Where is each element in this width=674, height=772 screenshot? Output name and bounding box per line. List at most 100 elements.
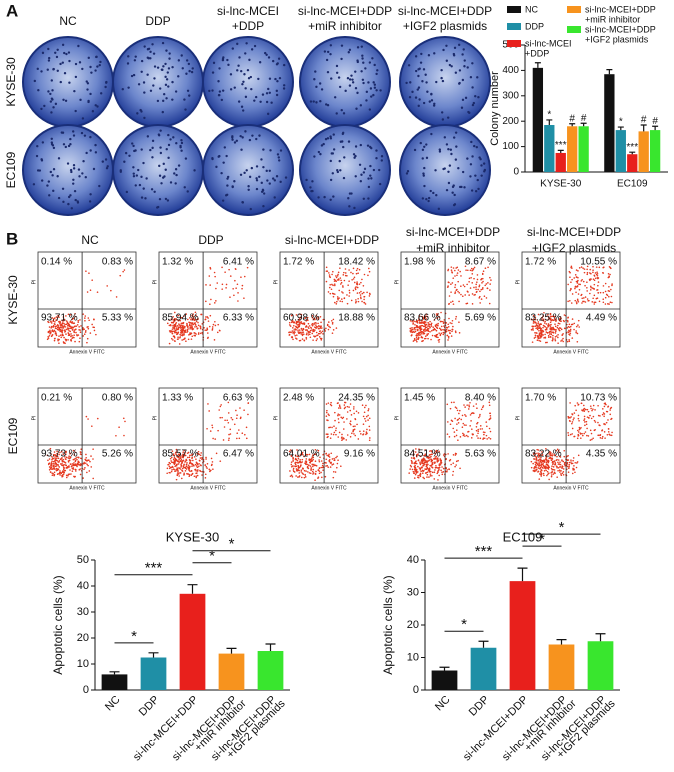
- event-dot: [337, 297, 339, 300]
- event-dot: [448, 302, 450, 305]
- event-dot: [581, 432, 583, 435]
- colony-dot: [342, 112, 346, 115]
- event-dot: [69, 313, 72, 316]
- colony-dot: [83, 134, 87, 137]
- event-dot: [192, 323, 195, 326]
- colony-dot: [99, 60, 102, 64]
- colony-dot: [448, 63, 452, 67]
- colony-dot: [158, 164, 161, 168]
- colony-dot: [144, 197, 147, 200]
- event-dot: [556, 466, 558, 469]
- axis-label: PI: [394, 280, 400, 285]
- colony-dot: [127, 86, 130, 89]
- event-dot: [308, 464, 310, 467]
- colony-dot: [211, 157, 214, 161]
- event-dot: [593, 301, 596, 304]
- colony-dot: [49, 100, 53, 103]
- event-dot: [296, 334, 298, 336]
- colony-dot: [156, 99, 160, 103]
- event-dot: [346, 294, 348, 296]
- colony-dot: [127, 55, 130, 58]
- colony-dot: [380, 155, 384, 158]
- event-dot: [192, 459, 194, 462]
- event-dot: [63, 322, 65, 325]
- event-dot: [486, 287, 489, 290]
- event-dot: [579, 427, 581, 430]
- colony-dot: [424, 73, 427, 76]
- event-dot: [208, 325, 211, 328]
- event-dot: [213, 302, 216, 304]
- event-dot: [450, 291, 452, 293]
- event-dot: [489, 417, 492, 419]
- event-dot: [167, 463, 169, 466]
- event-dot: [576, 282, 579, 284]
- event-dot: [57, 472, 59, 475]
- event-dot: [334, 411, 336, 414]
- event-dot: [410, 457, 413, 459]
- bar: [532, 67, 544, 172]
- colony-dot: [180, 141, 184, 145]
- quadrant-value: 64.01 %: [283, 449, 320, 460]
- event-dot: [82, 462, 85, 465]
- colony-dot: [40, 70, 43, 73]
- event-dot: [185, 465, 188, 468]
- event-dot: [481, 406, 484, 409]
- event-dot: [335, 429, 337, 432]
- event-dot: [452, 325, 454, 328]
- event-dot: [288, 324, 291, 326]
- event-dot: [69, 325, 72, 328]
- colony-dot: [50, 111, 53, 114]
- colony-dot: [274, 77, 277, 81]
- event-dot: [182, 459, 185, 462]
- event-dot: [183, 333, 185, 336]
- event-dot: [540, 330, 543, 333]
- event-dot: [57, 339, 59, 342]
- event-dot: [472, 405, 475, 407]
- event-dot: [554, 325, 557, 328]
- colony-dot: [411, 90, 414, 94]
- axis-label: Annexin V FITC: [311, 485, 347, 491]
- event-dot: [449, 322, 452, 324]
- event-dot: [568, 270, 571, 273]
- column-label: si-lnc-MCEI+DDP: [285, 233, 379, 247]
- event-dot: [340, 465, 342, 468]
- event-dot: [367, 274, 369, 277]
- colony-dot: [361, 78, 365, 82]
- event-dot: [556, 448, 559, 451]
- colony-dot: [273, 196, 276, 199]
- event-dot: [333, 278, 336, 281]
- event-dot: [575, 291, 577, 294]
- colony-dot: [271, 177, 275, 180]
- event-dot: [448, 317, 450, 320]
- event-dot: [183, 453, 186, 456]
- event-dot: [199, 454, 202, 457]
- event-dot: [82, 313, 85, 315]
- event-dot: [454, 454, 457, 456]
- colony-dot: [451, 191, 454, 194]
- event-dot: [465, 269, 467, 271]
- event-dot: [178, 461, 180, 464]
- event-dot: [311, 314, 314, 317]
- event-dot: [208, 468, 211, 471]
- colony-dot: [104, 85, 107, 89]
- colony-dot: [356, 46, 360, 49]
- event-dot: [607, 419, 609, 421]
- event-dot: [470, 276, 472, 279]
- event-dot: [70, 465, 73, 468]
- event-dot: [557, 342, 559, 344]
- event-dot: [547, 323, 550, 325]
- event-dot: [316, 338, 319, 340]
- colony-dot: [164, 75, 167, 79]
- event-dot: [215, 287, 217, 290]
- event-dot: [443, 325, 445, 327]
- event-dot: [91, 425, 93, 427]
- event-dot: [448, 295, 451, 297]
- event-dot: [437, 339, 440, 341]
- event-dot: [537, 452, 539, 454]
- event-dot: [195, 320, 198, 323]
- event-dot: [189, 332, 191, 334]
- colony-dot: [313, 78, 316, 81]
- colony-dot: [161, 68, 164, 72]
- event-dot: [294, 458, 297, 461]
- colony-dot: [471, 86, 474, 89]
